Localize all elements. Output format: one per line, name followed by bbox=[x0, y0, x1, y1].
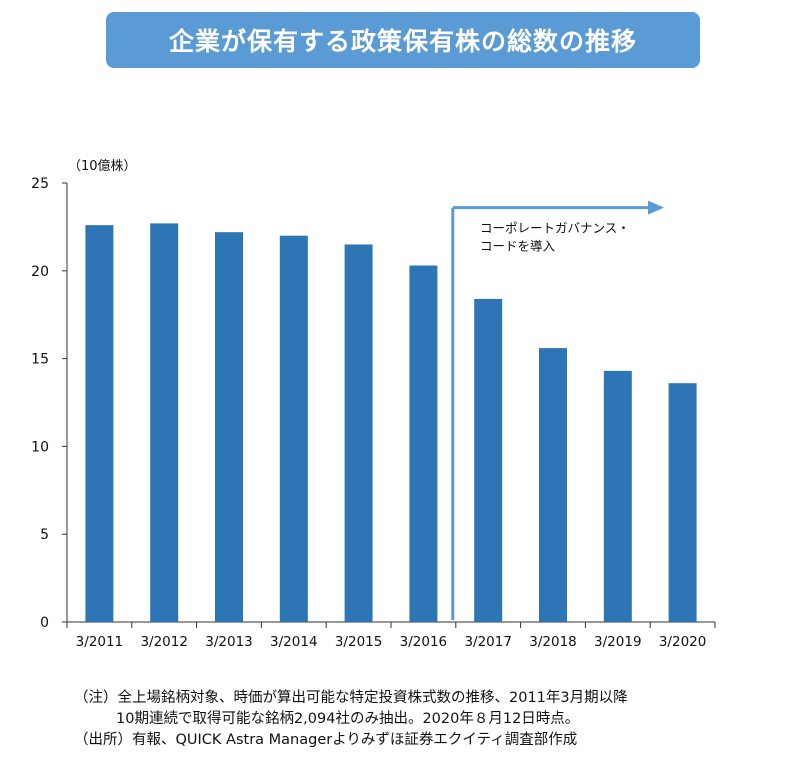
bar bbox=[344, 244, 373, 622]
bar-chart: （10億株） 0 5 10 15 20 25 3/2011 3/2012 3/2013 3/2014… bbox=[31, 158, 716, 650]
y-tick-label: 10 bbox=[31, 439, 49, 455]
bar bbox=[85, 225, 114, 623]
bar bbox=[474, 298, 503, 622]
annotation-arrow-head bbox=[648, 200, 664, 215]
bar bbox=[409, 265, 438, 622]
x-tick-label: 3/2012 bbox=[140, 634, 188, 650]
x-tick-label: 3/2019 bbox=[594, 634, 642, 650]
x-tick-label: 3/2011 bbox=[76, 634, 124, 650]
bar bbox=[279, 235, 308, 622]
note-line-2: 10期連続で取得可能な銘柄2,094社のみ抽出。2020年８月12日時点。 bbox=[116, 711, 580, 727]
annotation-text-1: コーポレートガバナンス・ bbox=[480, 221, 630, 236]
x-tick-label: 3/2016 bbox=[400, 634, 448, 650]
y-tick-label: 0 bbox=[40, 615, 49, 631]
bar bbox=[668, 383, 697, 622]
x-tick-label: 3/2018 bbox=[529, 634, 577, 650]
y-tick-label: 5 bbox=[40, 527, 49, 543]
bar bbox=[215, 232, 243, 622]
y-tick-label: 15 bbox=[31, 352, 49, 368]
bar bbox=[150, 223, 179, 622]
bar bbox=[603, 370, 632, 622]
x-tick-label: 3/2020 bbox=[659, 634, 707, 650]
y-tick-label: 25 bbox=[31, 176, 49, 192]
y-tick-label: 20 bbox=[31, 264, 49, 280]
footnotes: （注）全上場銘柄対象、時価が算出可能な特定投資株式数の推移、2011年3月期以降… bbox=[74, 688, 628, 751]
note-line-1: （注）全上場銘柄対象、時価が算出可能な特定投資株式数の推移、2011年3月期以降 bbox=[74, 690, 628, 706]
y-unit-label: （10億株） bbox=[68, 158, 137, 174]
source-line: （出所）有報、QUICK Astra Managerよりみずほ証券エクイティ調査… bbox=[74, 732, 578, 748]
x-tick-label: 3/2015 bbox=[335, 634, 383, 650]
chart-title: 企業が保有する政策保有株の総数の推移 bbox=[106, 12, 700, 68]
x-tick-label: 3/2014 bbox=[270, 634, 318, 650]
x-tick-label: 3/2013 bbox=[205, 634, 253, 650]
x-tick-label: 3/2017 bbox=[464, 634, 512, 650]
annotation-text-2: コードを導入 bbox=[480, 239, 556, 254]
bar bbox=[539, 348, 567, 622]
